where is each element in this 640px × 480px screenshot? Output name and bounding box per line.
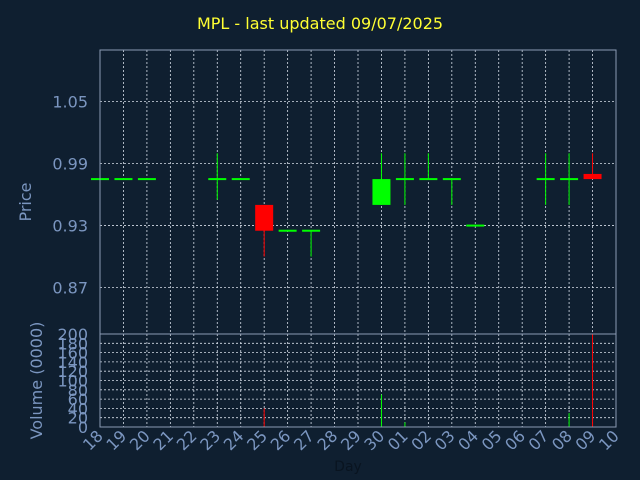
volume-tick-label: 180 <box>57 334 88 353</box>
candle-09 <box>583 153 602 180</box>
candle-body <box>419 178 438 181</box>
candle-body <box>278 229 297 232</box>
volume-tick-label: 140 <box>57 353 88 372</box>
x-tick-label: 10 <box>595 426 623 454</box>
candle-body <box>372 179 391 205</box>
volume-axis-label: Volume (0000) <box>27 322 46 440</box>
volume-tick-label: 60 <box>68 390 88 409</box>
candle-body <box>208 178 227 181</box>
volume-tick-label: 200 <box>57 325 88 344</box>
price-panel: 1.05 0.99 0.93 0.87 Price <box>16 49 617 335</box>
volume-tick-label: 0 <box>78 418 88 437</box>
candle-body <box>231 178 250 181</box>
candle-27 <box>302 229 321 257</box>
candle-30 <box>372 153 391 205</box>
candle-03 <box>442 178 461 205</box>
candle-body <box>255 204 274 231</box>
candle-body <box>442 178 461 181</box>
volume-tick-label: 120 <box>57 362 88 381</box>
candle-02 <box>419 153 438 181</box>
candle-24 <box>231 178 250 181</box>
candle-body <box>536 178 555 181</box>
candle-01 <box>395 153 414 205</box>
candle-08 <box>560 153 579 205</box>
volume-tick-label: 160 <box>57 344 88 363</box>
price-tick-label: 1.05 <box>52 93 88 112</box>
price-tick-label: 0.93 <box>52 217 88 236</box>
chart-title: MPL - last updated 09/07/2025 <box>196 14 444 33</box>
volume-tick-label: 20 <box>68 409 88 428</box>
candle-25 <box>255 204 274 257</box>
volume-tick-label: 80 <box>68 381 88 400</box>
candle-body <box>137 178 156 181</box>
candle-23 <box>208 153 227 200</box>
price-tick-label: 0.99 <box>52 155 88 174</box>
candle-body <box>114 178 133 181</box>
candle-body <box>466 224 485 227</box>
candle-body <box>583 173 602 180</box>
candle-07 <box>536 153 555 205</box>
candle-19 <box>114 178 133 181</box>
volume-tick-label: 100 <box>57 372 88 391</box>
price-tick-label: 0.87 <box>52 279 88 298</box>
x-axis-label: Day <box>334 459 362 475</box>
x-axis: 1819202122232425262728293001020304050607… <box>79 426 623 475</box>
volume-tick-label: 40 <box>68 399 88 418</box>
price-axis-label: Price <box>16 182 35 221</box>
volume-frame <box>99 333 617 428</box>
candle-04 <box>466 224 485 227</box>
candle-20 <box>137 178 156 181</box>
candle-body <box>302 229 321 232</box>
candle-body <box>395 178 414 181</box>
candle-body <box>560 178 579 181</box>
candle-26 <box>278 229 297 232</box>
